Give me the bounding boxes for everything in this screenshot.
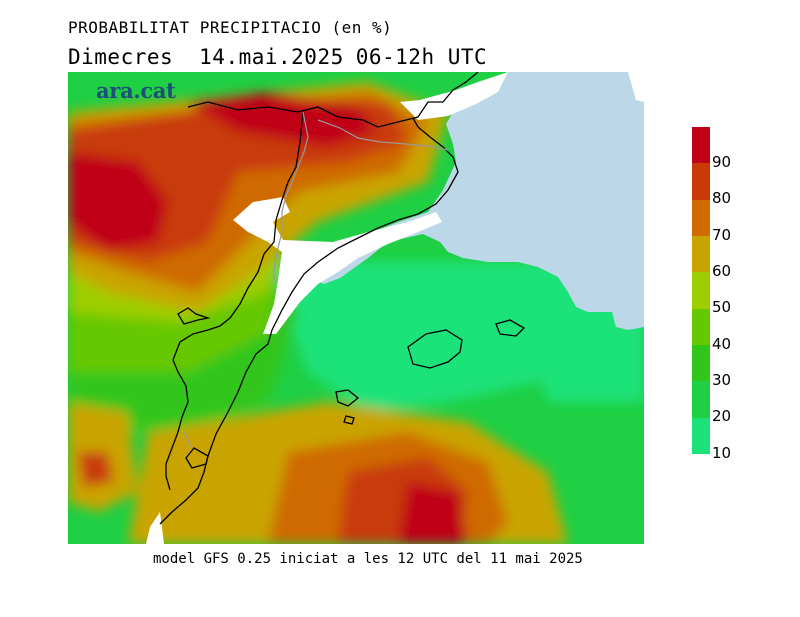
legend-tick-40: 40 [712, 335, 732, 353]
legend-swatch-60 [692, 236, 710, 273]
legend-tick-30: 30 [712, 371, 732, 389]
coastlines [159, 72, 526, 525]
land-gap-area [233, 197, 442, 334]
legend-tick-70: 70 [712, 226, 732, 244]
region-south-90 [398, 482, 468, 544]
probability-legend [692, 127, 710, 455]
legend-tick-60: 60 [712, 262, 732, 280]
region-band-90 [68, 152, 168, 252]
precipitation-probability-map [68, 72, 644, 544]
legend-swatch-50 [692, 272, 710, 310]
legend-tick-90: 90 [712, 153, 732, 171]
legend-swatch-80 [692, 163, 710, 201]
land-gap-south [146, 512, 164, 544]
land-gap-east-top [628, 72, 644, 102]
forecast-hours: 06-12h UTC [355, 45, 488, 69]
menorca-outline [495, 319, 526, 337]
model-run-caption: model GFS 0.25 iniciat a les 12 UTC del … [153, 551, 583, 567]
region-east-20 [518, 302, 644, 402]
forecast-day: Dimecres [68, 45, 174, 69]
forecast-period: Dimecres 14.mai.2025 06-12h UTC [68, 45, 487, 69]
legend-tick-20: 20 [712, 407, 732, 425]
administrative-borders [183, 111, 449, 449]
region-band-90-north [188, 92, 378, 147]
legend-swatch-70 [692, 199, 710, 237]
legend-swatch-30 [692, 345, 710, 382]
legend-swatch-20 [692, 381, 710, 419]
chart-title: PROBABILITAT PRECIPITACIO (en %) [68, 18, 393, 37]
legend-swatch-10 [692, 417, 710, 455]
legend-tick-10: 10 [712, 444, 732, 462]
legend-swatch-90 [692, 127, 710, 164]
ara-cat-logo: ara.cat [96, 78, 176, 103]
land-gap-north [400, 72, 508, 120]
legend-tick-50: 50 [712, 298, 732, 316]
ibiza-outline [335, 389, 360, 407]
mallorca-outline [407, 329, 463, 369]
formentera-outline [343, 415, 355, 425]
legend-tick-80: 80 [712, 189, 732, 207]
forecast-date: 14.mai.2025 [199, 45, 344, 69]
region-southwest-70 [78, 452, 113, 487]
sea-area [300, 72, 644, 330]
legend-swatch-40 [692, 308, 710, 346]
